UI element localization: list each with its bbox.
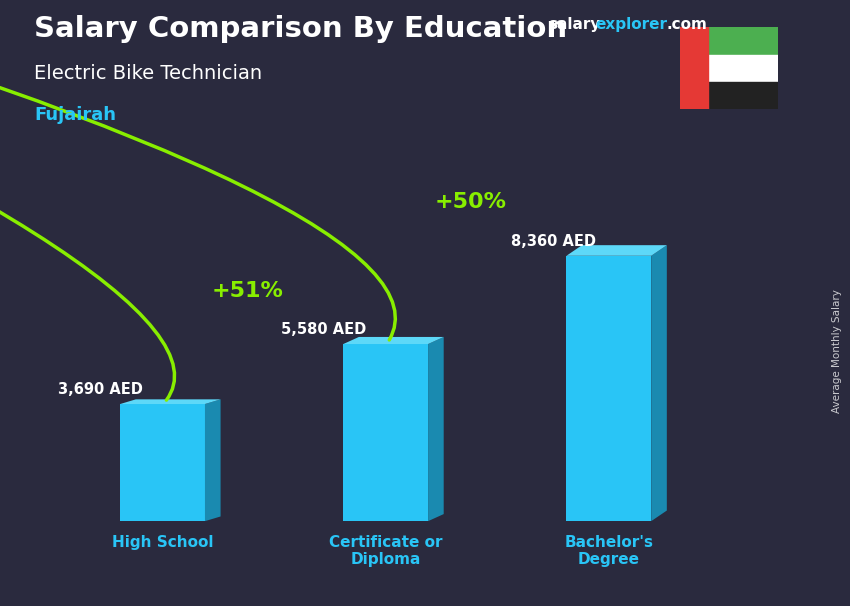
Text: 5,580 AED: 5,580 AED <box>280 322 366 337</box>
Text: 3,690 AED: 3,690 AED <box>58 382 143 397</box>
Text: +51%: +51% <box>212 281 283 301</box>
Text: salary: salary <box>548 17 601 32</box>
Text: .com: .com <box>666 17 707 32</box>
Bar <box>680 55 778 82</box>
Text: 8,360 AED: 8,360 AED <box>511 234 596 249</box>
Polygon shape <box>566 245 666 256</box>
Text: Fujairah: Fujairah <box>34 106 116 124</box>
Text: Average Monthly Salary: Average Monthly Salary <box>832 290 842 413</box>
Polygon shape <box>205 399 220 521</box>
Polygon shape <box>651 245 666 521</box>
Text: explorer: explorer <box>596 17 668 32</box>
Text: Electric Bike Technician: Electric Bike Technician <box>34 64 262 82</box>
Bar <box>120 404 205 521</box>
Bar <box>680 27 708 109</box>
Polygon shape <box>120 399 220 404</box>
Bar <box>343 344 428 521</box>
Bar <box>680 82 778 109</box>
Polygon shape <box>428 337 444 521</box>
Polygon shape <box>343 337 444 344</box>
Text: +50%: +50% <box>434 193 507 213</box>
Text: Salary Comparison By Education: Salary Comparison By Education <box>34 15 567 43</box>
Bar <box>680 27 778 55</box>
Bar <box>566 256 651 521</box>
